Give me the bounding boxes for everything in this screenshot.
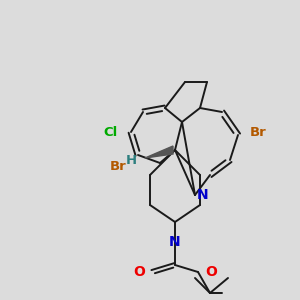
Text: Br: Br xyxy=(110,160,126,173)
Text: H: H xyxy=(125,154,136,166)
Text: Cl: Cl xyxy=(104,125,118,139)
Text: Br: Br xyxy=(250,127,266,140)
Polygon shape xyxy=(145,146,173,158)
Text: N: N xyxy=(197,188,209,202)
Text: O: O xyxy=(133,265,145,279)
Text: O: O xyxy=(205,265,217,279)
Text: N: N xyxy=(169,235,181,249)
